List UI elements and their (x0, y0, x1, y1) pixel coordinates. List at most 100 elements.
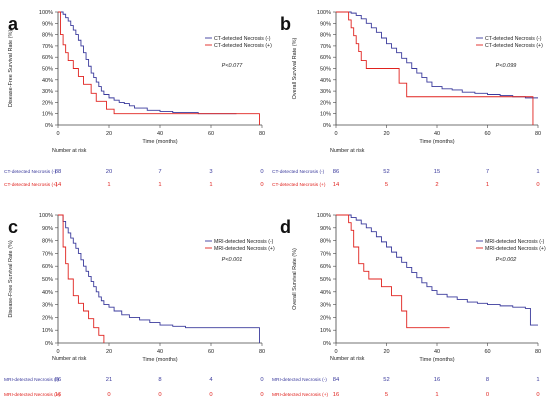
risk-value: 16 (434, 377, 440, 383)
risk-value: 7 (158, 169, 161, 175)
panel-letter: d (280, 217, 291, 237)
y-axis-title: Overall Survival Rate (%) (292, 248, 298, 310)
y-tick-label: 20% (320, 100, 331, 106)
risk-value: 3 (209, 169, 212, 175)
legend-label: CT-detected Necrosis (+) (485, 43, 543, 49)
risk-value: 0 (158, 392, 161, 398)
x-tick-label: 60 (484, 131, 490, 137)
risk-value: 52 (383, 377, 389, 383)
risk-value: 52 (383, 169, 389, 175)
series-line-1 (58, 214, 260, 343)
panel-b: b0%10%20%30%40%50%60%70%80%90%100%0 20 40 6… (272, 10, 543, 188)
x-tick-label: 80 (535, 349, 541, 355)
y-tick-label: 20% (320, 315, 331, 321)
legend-label: CT-detected Necrosis (+) (214, 43, 272, 49)
series-line-1 (58, 11, 237, 115)
series-line-2 (58, 214, 105, 343)
risk-value: 1 (435, 392, 438, 398)
risk-value: 15 (434, 169, 440, 175)
x-tick-label: 60 (484, 349, 490, 355)
y-tick-label: 70% (320, 251, 331, 257)
p-value: P<0.002 (496, 257, 517, 263)
risk-value: 14 (333, 182, 340, 188)
panel-c: c0%10%20%30%40%50%60%70%80%90%100%0 20 40 6… (4, 213, 275, 398)
risk-row-label: CT-detected Necrosis (-) (4, 169, 57, 175)
y-tick-label: 50% (320, 277, 331, 283)
risk-value: 16 (333, 392, 339, 398)
legend-label: MRI-detected Necrosis (-) (214, 239, 274, 245)
y-tick-label: 60% (42, 55, 53, 61)
y-tick-label: 30% (42, 89, 53, 95)
risk-row-label: CT-detected Necrosis (+) (272, 182, 326, 188)
risk-value: 0 (260, 377, 263, 383)
x-tick-label: 60 (208, 349, 214, 355)
risk-value: 1 (536, 377, 539, 383)
y-tick-label: 30% (320, 89, 331, 95)
risk-value: 1 (158, 182, 161, 188)
x-tick-label: 40 (434, 131, 440, 137)
y-tick-label: 20% (42, 315, 53, 321)
y-tick-label: 10% (42, 112, 53, 118)
y-tick-label: 80% (42, 239, 53, 245)
risk-value: 20 (106, 169, 112, 175)
y-tick-label: 100% (39, 10, 53, 16)
y-tick-label: 100% (317, 10, 331, 16)
y-tick-label: 60% (320, 264, 331, 270)
panel-letter: c (8, 217, 18, 237)
x-tick-label: 0 (334, 131, 337, 137)
risk-value: 0 (209, 392, 212, 398)
y-tick-label: 90% (320, 226, 331, 232)
x-tick-label: 20 (106, 131, 112, 137)
legend-label: MRI-detected Necrosis (-) (485, 239, 545, 245)
y-tick-label: 30% (320, 303, 331, 309)
x-axis-title: Time (months) (419, 139, 454, 145)
risk-value: 86 (333, 169, 339, 175)
risk-row-label: MRI-detected Necrosis (-) (272, 377, 327, 383)
risk-value: 1 (107, 182, 110, 188)
number-at-risk-label: Number at risk (330, 356, 365, 362)
risk-value: 4 (209, 377, 213, 383)
risk-value: 0 (107, 392, 110, 398)
p-value: P<0.077 (222, 63, 244, 69)
risk-value: 0 (260, 182, 263, 188)
y-tick-label: 60% (320, 55, 331, 61)
series-line-2 (336, 11, 534, 125)
y-tick-label: 10% (42, 328, 53, 334)
risk-value: 1 (209, 182, 212, 188)
risk-value: 2 (435, 182, 438, 188)
y-tick-label: 50% (42, 67, 53, 73)
y-tick-label: 90% (42, 226, 53, 232)
y-tick-label: 40% (42, 78, 53, 84)
risk-value: 14 (55, 182, 62, 188)
risk-value: 5 (385, 182, 388, 188)
risk-value: 88 (55, 169, 61, 175)
risk-value: 7 (486, 169, 489, 175)
series-line-1 (336, 11, 538, 99)
y-tick-label: 40% (42, 290, 53, 296)
risk-value: 86 (55, 377, 61, 383)
p-value: P<0.099 (496, 63, 517, 69)
risk-row-label: MRI-detected Necrosis (-) (4, 377, 59, 383)
risk-value: 0 (486, 392, 489, 398)
y-tick-label: 100% (317, 213, 331, 219)
panel-letter: b (280, 14, 291, 34)
x-tick-label: 80 (259, 349, 265, 355)
y-tick-label: 0% (45, 123, 53, 129)
y-tick-label: 10% (320, 112, 331, 118)
x-tick-label: 40 (157, 349, 163, 355)
y-tick-label: 70% (42, 44, 53, 50)
risk-value: 0 (536, 392, 539, 398)
x-tick-label: 80 (259, 131, 265, 137)
y-tick-label: 40% (320, 290, 331, 296)
x-axis-title: Time (months) (142, 357, 177, 363)
x-tick-label: 20 (106, 349, 112, 355)
x-tick-label: 0 (334, 349, 337, 355)
y-tick-label: 30% (42, 303, 53, 309)
y-tick-label: 50% (42, 277, 53, 283)
legend-label: CT-detected Necrosis (-) (214, 36, 271, 42)
panel-d: d 0% 10% 20% 30% 40% 50% 60% 70% 80% 90% 100% 0 20 40 6… (272, 213, 546, 398)
y-tick-label: 50% (320, 67, 331, 73)
x-tick-label: 60 (208, 131, 214, 137)
y-tick-label: 80% (320, 239, 331, 245)
